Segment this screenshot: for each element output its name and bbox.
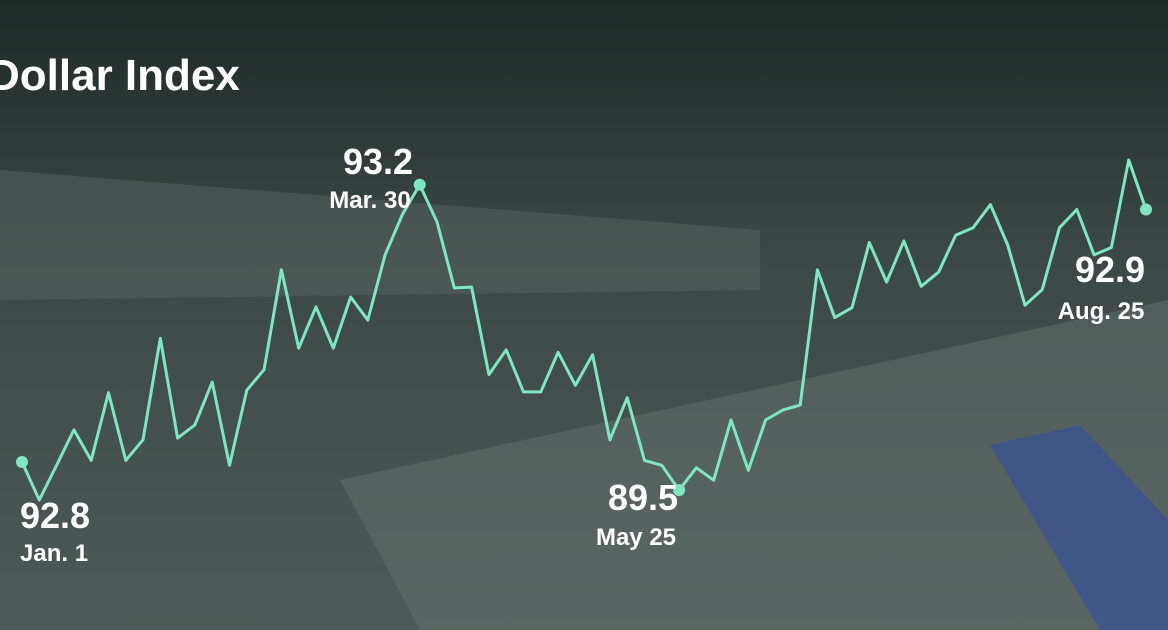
chart-title: Dollar Index: [0, 51, 240, 100]
bill-band: [0, 170, 760, 300]
annotation-value: 92.8: [20, 495, 90, 536]
annotation-value: 92.9: [1075, 249, 1145, 290]
line: [20, 158, 1148, 502]
point-dot: [673, 484, 686, 497]
plot: [16, 158, 1152, 502]
annotation-date: May 25: [596, 524, 676, 551]
annotation-date: Jan. 1: [20, 540, 88, 567]
annotation-date: Mar. 30: [329, 187, 410, 214]
point-dot: [16, 456, 28, 469]
annotation-value: 89.5: [608, 477, 678, 518]
annotation-value: 93.2: [343, 141, 413, 182]
bill-corner: [990, 425, 1168, 630]
annotation-date: Aug. 25: [1058, 298, 1145, 325]
point-dot: [413, 178, 426, 191]
bill-face: [340, 300, 1168, 630]
point-dot: [1140, 203, 1152, 216]
